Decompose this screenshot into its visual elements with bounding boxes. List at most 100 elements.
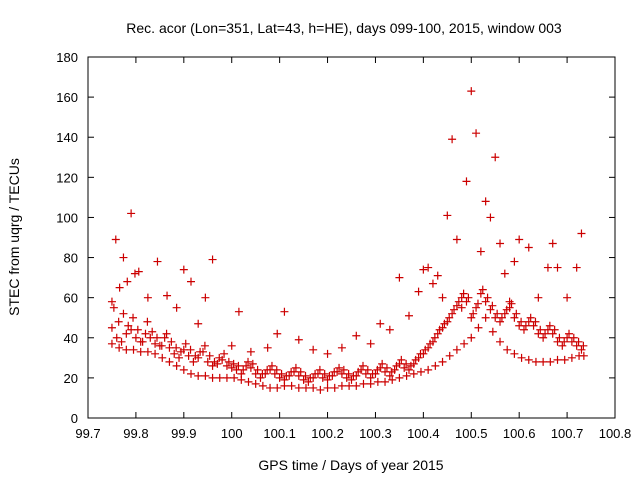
data-point	[414, 287, 423, 296]
data-point	[448, 309, 457, 318]
y-tick-label: 100	[56, 210, 78, 225]
data-point	[316, 385, 325, 394]
data-point	[170, 349, 179, 358]
data-point	[496, 317, 505, 326]
data-point	[448, 135, 457, 144]
data-point	[397, 355, 406, 364]
data-point	[438, 323, 447, 332]
data-point	[400, 363, 409, 372]
data-point	[107, 339, 116, 348]
data-point	[294, 371, 303, 380]
data-point	[443, 317, 452, 326]
data-point	[543, 325, 552, 334]
data-point	[122, 329, 131, 338]
data-point	[402, 359, 411, 368]
data-point	[232, 365, 241, 374]
data-point	[445, 313, 454, 322]
data-point	[344, 369, 353, 378]
data-point	[244, 357, 253, 366]
data-point	[541, 329, 550, 338]
data-point	[445, 351, 454, 360]
data-point	[572, 341, 581, 350]
y-tick-label: 40	[64, 331, 78, 346]
data-point	[373, 377, 382, 386]
data-point	[253, 365, 262, 374]
data-point	[224, 357, 233, 366]
data-point	[163, 291, 172, 300]
data-point	[115, 283, 124, 292]
data-point	[234, 307, 243, 316]
data-point	[428, 337, 437, 346]
data-point	[481, 297, 490, 306]
x-tick-label: 99.9	[171, 426, 196, 441]
data-point	[452, 235, 461, 244]
data-point	[524, 355, 533, 364]
data-point	[433, 271, 442, 280]
data-point	[194, 353, 203, 362]
data-point	[539, 357, 548, 366]
data-point	[277, 369, 286, 378]
data-point	[531, 357, 540, 366]
data-point	[335, 363, 344, 372]
data-point	[481, 313, 490, 322]
data-point	[476, 289, 485, 298]
data-point	[229, 359, 238, 368]
data-point	[352, 381, 361, 390]
data-point	[152, 333, 161, 342]
data-point	[404, 311, 413, 320]
data-point	[187, 277, 196, 286]
data-point	[469, 309, 478, 318]
data-point	[361, 369, 370, 378]
data-point	[119, 253, 128, 262]
data-point	[409, 369, 418, 378]
data-point	[473, 299, 482, 308]
data-point	[510, 313, 519, 322]
x-tick-label: 100.4	[407, 426, 440, 441]
data-point	[548, 239, 557, 248]
data-point	[208, 373, 217, 382]
y-axis: 0 20 40 60 80 100 120 140 160 180	[56, 50, 615, 426]
data-point	[402, 371, 411, 380]
data-point	[352, 371, 361, 380]
data-point	[203, 357, 212, 366]
x-tick-label: 100.3	[359, 426, 392, 441]
data-point	[376, 319, 385, 328]
data-point	[273, 383, 282, 392]
data-point	[450, 305, 459, 314]
data-point	[352, 331, 361, 340]
data-point	[237, 369, 246, 378]
data-point	[493, 309, 502, 318]
data-point	[409, 359, 418, 368]
data-point	[112, 333, 121, 342]
data-point	[296, 367, 305, 376]
data-point	[218, 355, 227, 364]
data-point	[548, 329, 557, 338]
data-point	[424, 365, 433, 374]
data-point	[483, 293, 492, 302]
data-point	[481, 197, 490, 206]
data-point	[239, 365, 248, 374]
data-point	[328, 371, 337, 380]
data-point	[313, 369, 322, 378]
data-point	[309, 345, 318, 354]
data-point	[320, 369, 329, 378]
data-point	[109, 303, 118, 312]
data-point	[378, 359, 387, 368]
data-point	[496, 239, 505, 248]
data-point	[157, 341, 166, 350]
x-tick-label: 99.8	[123, 426, 148, 441]
data-point	[315, 365, 324, 374]
data-point	[567, 353, 576, 362]
data-point	[366, 339, 375, 348]
data-point	[517, 353, 526, 362]
data-point	[246, 363, 255, 372]
chart-title: Rec. acor (Lon=351, Lat=43, h=HE), days …	[126, 20, 562, 36]
data-point	[208, 361, 217, 370]
data-point	[146, 333, 155, 342]
data-point	[416, 367, 425, 376]
data-point	[131, 333, 140, 342]
data-point	[467, 313, 476, 322]
data-point	[358, 361, 367, 370]
data-point	[460, 339, 469, 348]
